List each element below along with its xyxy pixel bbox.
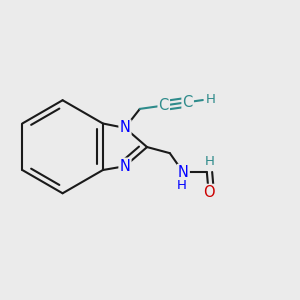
Text: C: C <box>182 95 193 110</box>
Text: H: H <box>206 93 216 106</box>
Text: N: N <box>178 165 189 180</box>
Text: N: N <box>119 159 130 174</box>
Text: O: O <box>203 185 214 200</box>
Text: N: N <box>119 120 130 135</box>
Text: H: H <box>204 155 214 168</box>
Text: H: H <box>177 179 187 192</box>
Text: C: C <box>159 98 169 113</box>
